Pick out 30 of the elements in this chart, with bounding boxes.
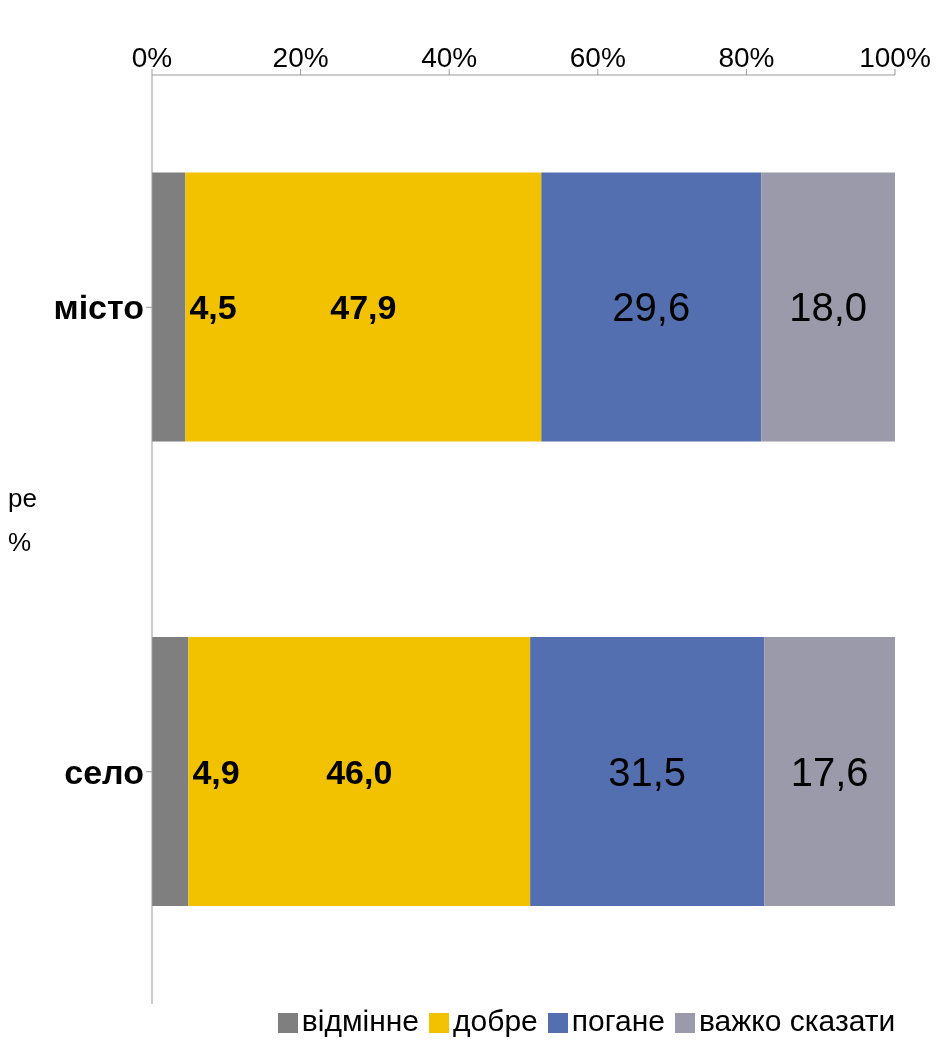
legend-label: важко сказати <box>698 1004 896 1037</box>
legend-label: добре <box>453 1004 538 1037</box>
data-label: 46,0 <box>326 752 393 791</box>
bar <box>185 172 542 442</box>
x-tick-label: 0% <box>131 42 173 73</box>
bar <box>152 637 189 907</box>
data-label: 4,9 <box>192 752 240 791</box>
x-tick-label: 60% <box>569 42 626 73</box>
bar <box>530 637 765 907</box>
data-label: 31,5 <box>608 749 687 794</box>
x-tick-label: 80% <box>718 42 775 73</box>
x-tick-label: 100% <box>859 42 931 73</box>
x-tick-label: 20% <box>272 42 329 73</box>
legend-label: відмінне <box>301 1004 420 1037</box>
data-label: 17,6 <box>790 749 869 794</box>
y-tick-label: місто <box>53 288 144 327</box>
bar <box>761 172 895 442</box>
text: % <box>8 527 32 558</box>
bar <box>764 637 895 907</box>
legend-label: погане <box>571 1004 665 1037</box>
data-label: 18,0 <box>789 285 868 330</box>
bar <box>188 637 531 907</box>
y-tick-label: село <box>64 752 144 791</box>
bar <box>541 172 762 442</box>
data-label: 4,5 <box>189 288 237 327</box>
data-label: 47,9 <box>330 288 397 327</box>
bar <box>152 172 186 442</box>
x-tick-label: 40% <box>421 42 478 73</box>
text: ре <box>8 483 37 514</box>
data-label: 29,6 <box>612 285 691 330</box>
